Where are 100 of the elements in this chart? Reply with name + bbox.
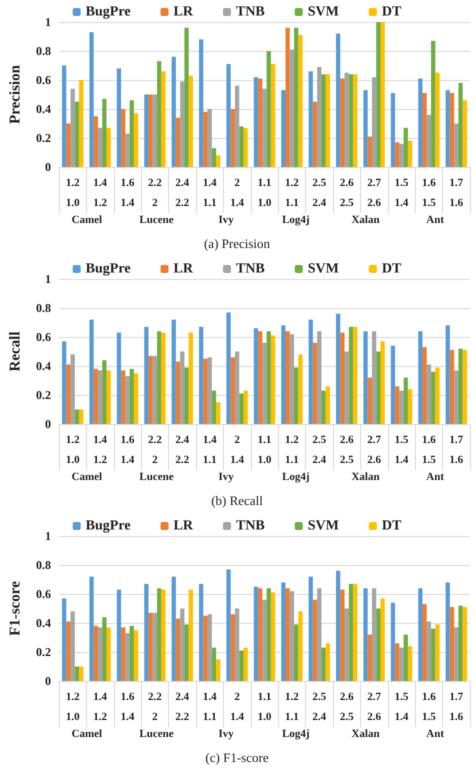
bar [368,378,372,424]
bar [134,113,138,167]
bar [258,78,262,167]
bar [66,622,71,681]
x-tick-label: 2.6 2.5 [340,177,354,209]
bar [336,34,340,167]
bar [89,32,94,167]
bar [266,331,271,424]
bar [98,627,102,681]
bar [399,144,404,167]
bar [98,370,102,424]
bar [203,358,208,424]
x-tick-label: 1.2 1.1 [285,177,300,209]
bar [216,402,220,424]
x-tick-label: 2 1.4 [230,434,244,466]
bar [390,602,396,681]
legend-label: BugPre [86,262,131,276]
bar [79,666,84,681]
bar [203,616,208,681]
bar [180,81,184,167]
x-tick-label: 2.2 2 [148,691,162,723]
x-tick-label: 1.6 1.4 [120,177,135,209]
bar [216,659,220,681]
bar [199,584,204,681]
bar [212,148,216,167]
bar [340,78,345,167]
bar [134,630,138,681]
text: Log4j [282,214,310,226]
bar [380,22,385,167]
y-tick-label: 0 [45,674,51,688]
text: Xalan [351,728,380,740]
y-tick-label: 1 [45,272,51,286]
bar [70,611,75,681]
bar [125,376,130,424]
text: Ant [426,471,444,483]
bar [188,76,193,167]
x-tick-label: 1.4 1.1 [202,434,218,466]
bar [368,634,372,681]
bar [106,627,111,681]
bar [326,643,330,681]
bar [157,588,162,681]
bar [348,584,354,681]
x-tick-label: 1.5 1.4 [394,691,409,723]
bar [152,94,158,167]
y-tick-label: 0.8 [36,558,51,572]
bar [270,336,276,424]
legend-label: TNB [236,262,265,276]
bar [435,624,440,681]
bar [372,77,376,167]
bar [431,628,436,681]
bar [144,94,148,167]
bar [212,390,216,424]
bar [199,39,204,167]
bar [454,124,458,167]
bar [79,410,84,424]
bar [230,614,235,681]
bar [363,331,368,424]
legend-label: TNB [236,4,265,20]
bar [94,368,98,424]
bar [399,390,404,424]
bar [454,370,458,424]
x-tick-label: 2.5 2.4 [312,177,327,209]
bar [308,71,313,167]
x-tick-label: 2.6 2.5 [340,434,354,466]
x-tick-label: 1.1 1.0 [258,691,272,723]
bar [208,357,212,424]
bar [348,326,354,424]
x-tick-label: 2.6 2.5 [340,691,354,723]
bar [317,66,322,167]
bar [239,126,244,167]
legend-label: BugPre [86,518,131,534]
bar [344,608,349,681]
bar [404,634,408,681]
bar [422,93,427,167]
bar [399,648,404,681]
text: Xalan [351,214,380,226]
text: Ivy [218,728,234,740]
legend-label: DT [382,4,402,20]
bar [321,648,326,681]
bar [376,22,381,167]
bar [431,372,436,424]
bar [462,607,467,681]
x-tick-label: 1.2 1.0 [66,434,80,466]
text: (c) F1-score [205,750,269,765]
x-tick-label: 1.4 1.1 [202,691,218,723]
bar [281,325,286,424]
text: (b) Recall [211,493,264,508]
text: (a) Precision [204,236,271,251]
bar [148,94,153,167]
bar [254,77,258,167]
bar [94,626,98,681]
bar [70,88,75,167]
x-tick-label: 1.2 1.0 [66,691,80,723]
legend-label: LR [174,4,194,20]
bar [188,590,193,681]
bar [144,326,148,424]
bar [121,370,126,424]
bar [180,608,184,681]
bar [134,373,138,424]
text: Ant [426,214,444,226]
